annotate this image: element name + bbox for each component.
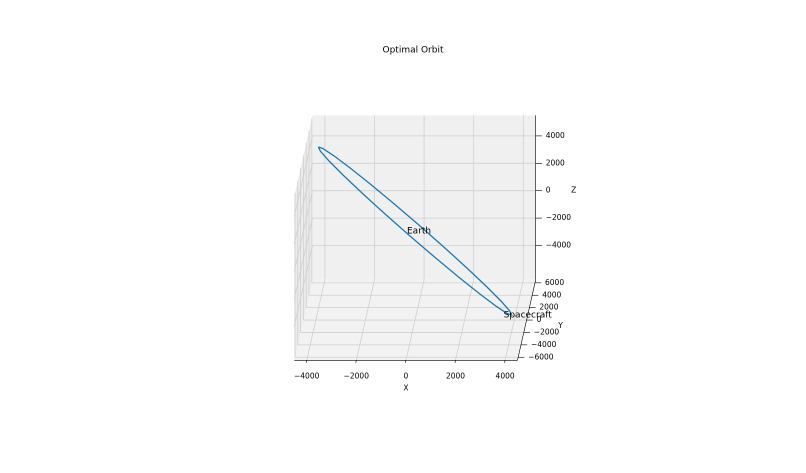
tick-label: −4000	[531, 340, 557, 349]
tick-label: 4000	[546, 131, 565, 140]
tick-label: 2000	[546, 158, 565, 167]
tick-label: −4000	[294, 371, 320, 380]
grid-line	[293, 163, 313, 244]
tick-label: 2000	[446, 371, 465, 380]
tick-mark	[454, 360, 456, 363]
tick-label: 0	[404, 371, 409, 380]
tick-label: −2000	[534, 327, 560, 336]
tick-mark	[405, 360, 407, 363]
tick-label: 0	[546, 186, 551, 195]
tick-label: −2000	[344, 371, 370, 380]
tick-label: −6000	[528, 352, 554, 361]
grid-line	[293, 190, 313, 272]
z-axis-label: Z	[571, 186, 576, 195]
chart-title: Optimal Orbit	[383, 46, 444, 56]
tick-label: −2000	[546, 213, 572, 222]
orbit-line	[317, 146, 513, 317]
tick-label: 4000	[542, 290, 561, 299]
axis-line	[517, 279, 536, 361]
x-axis-label: X	[403, 383, 408, 392]
grid-line	[293, 135, 313, 217]
y-axis-label: Y	[557, 321, 563, 330]
tick-label: 4000	[496, 371, 515, 380]
tick-label: 0	[537, 315, 542, 324]
tick-label: 6000	[545, 278, 564, 287]
tick-mark	[305, 360, 307, 363]
tick-mark	[504, 360, 506, 363]
tick-label: −4000	[546, 241, 572, 250]
tick-label: 2000	[539, 303, 558, 312]
annotation: Spacecraft	[504, 310, 553, 320]
annotation: Earth	[407, 227, 431, 237]
grid-line	[293, 245, 313, 327]
grid-line	[293, 218, 313, 299]
tick-mark	[355, 360, 357, 363]
